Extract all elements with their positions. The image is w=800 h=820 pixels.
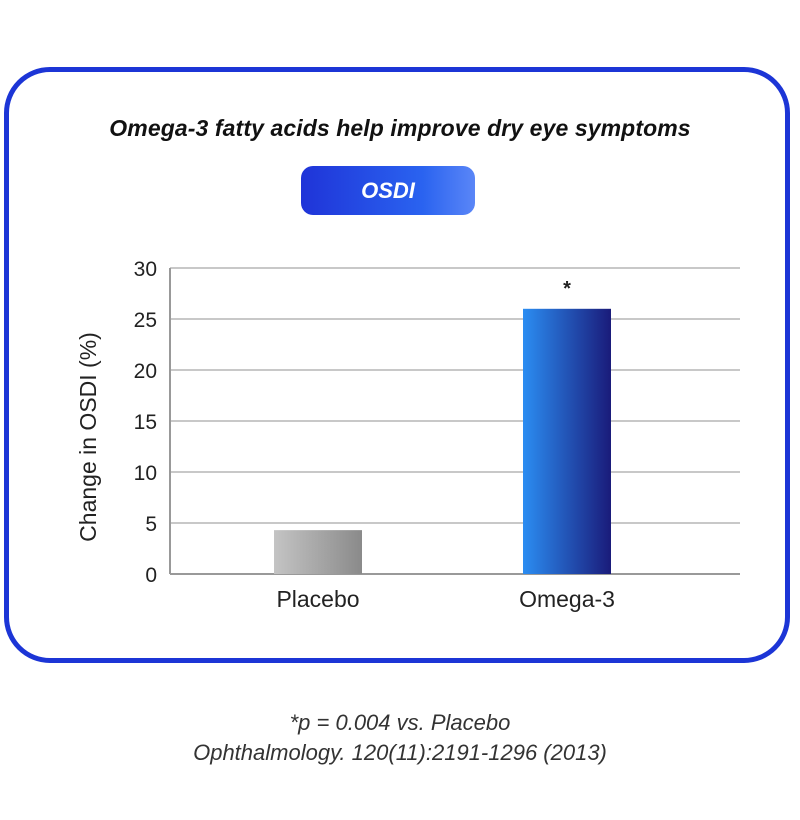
y-tick-label-15: 15: [134, 411, 157, 434]
y-tick-label-10: 10: [134, 462, 157, 485]
y-tick-label-0: 0: [145, 564, 157, 587]
y-tick-label-25: 25: [134, 309, 157, 332]
footnote: *p = 0.004 vs. Placebo Ophthalmology. 12…: [0, 708, 800, 768]
x-tick-label-placebo: Placebo: [276, 586, 359, 612]
bar-placebo: [274, 530, 362, 574]
osdi-badge-label: OSDI: [361, 177, 415, 203]
citation: Ophthalmology. 120(11):2191-1296 (2013): [193, 740, 607, 765]
y-tick-label-20: 20: [134, 360, 157, 383]
y-tick-label-5: 5: [145, 513, 157, 536]
y-tick-label-30: 30: [134, 258, 157, 281]
significance-asterisk: *: [563, 278, 571, 300]
bar-omega-3: [523, 308, 611, 574]
x-tick-label-omega-3: Omega-3: [519, 586, 615, 612]
y-axis-title: Change in OSDI (%): [75, 332, 101, 542]
chart-title: Omega-3 fatty acids help improve dry eye…: [109, 115, 691, 141]
osdi-badge: OSDI: [301, 166, 475, 215]
significance-note: *p = 0.004 vs. Placebo: [289, 710, 511, 735]
